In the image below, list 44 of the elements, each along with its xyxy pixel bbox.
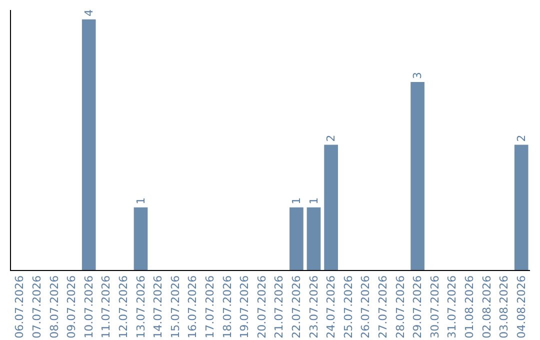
- bar: [410, 82, 424, 270]
- x-tick-label: 10.07.2026: [82, 275, 96, 338]
- bar: [134, 207, 148, 270]
- bar: [290, 207, 304, 270]
- x-tick-label: 30.07.2026: [428, 275, 442, 338]
- x-tick-label: 28.07.2026: [394, 275, 407, 338]
- bar: [514, 144, 528, 270]
- x-tick-label: 18.07.2026: [220, 275, 234, 338]
- x-tick-label: 09.07.2026: [65, 275, 78, 338]
- data-label: 1: [307, 197, 320, 204]
- x-tick-label: 14.07.2026: [152, 275, 165, 338]
- data-label: 3: [411, 72, 424, 80]
- x-tick-label: 27.07.2026: [376, 275, 390, 338]
- x-tick-label: 04.08.2026: [514, 275, 528, 338]
- x-tick-label: 03.08.2026: [498, 275, 511, 338]
- x-tick-label: 31.07.2026: [446, 275, 459, 338]
- bar: [306, 207, 321, 270]
- bar: [324, 144, 338, 270]
- data-label: 1: [134, 197, 148, 204]
- bar: [82, 19, 96, 270]
- x-tick-label: 11.07.2026: [100, 275, 113, 338]
- x-tick-label: 16.07.2026: [186, 275, 200, 338]
- x-tick-label: 24.07.2026: [324, 275, 338, 338]
- x-tick-label: 07.07.2026: [30, 275, 44, 338]
- data-label: 1: [290, 197, 303, 204]
- x-tick-label: 20.07.2026: [255, 275, 268, 338]
- x-tick-label: 17.07.2026: [204, 275, 217, 338]
- x-tick-label: 19.07.2026: [238, 275, 252, 338]
- data-label: 4: [82, 9, 96, 16]
- x-tick-label: 13.07.2026: [134, 275, 148, 338]
- x-tick-label: 26.07.2026: [359, 275, 372, 338]
- x-tick-label: 15.07.2026: [168, 275, 182, 338]
- data-label: 2: [324, 134, 338, 142]
- x-tick-label: 25.07.2026: [342, 275, 355, 338]
- x-tick-label: 12.07.2026: [117, 275, 130, 338]
- x-tick-label: 22.07.2026: [290, 275, 304, 338]
- x-tick-label: 08.07.2026: [48, 275, 61, 338]
- x-tick-label: 02.08.2026: [480, 275, 494, 338]
- x-tick-label: 23.07.2026: [307, 275, 320, 338]
- x-tick-label: 21.07.2026: [272, 275, 286, 338]
- x-tick-label: 01.08.2026: [463, 275, 476, 338]
- data-label: 2: [514, 134, 528, 142]
- x-tick-label: 29.07.2026: [411, 275, 424, 338]
- x-tick-label: 06.07.2026: [13, 275, 26, 338]
